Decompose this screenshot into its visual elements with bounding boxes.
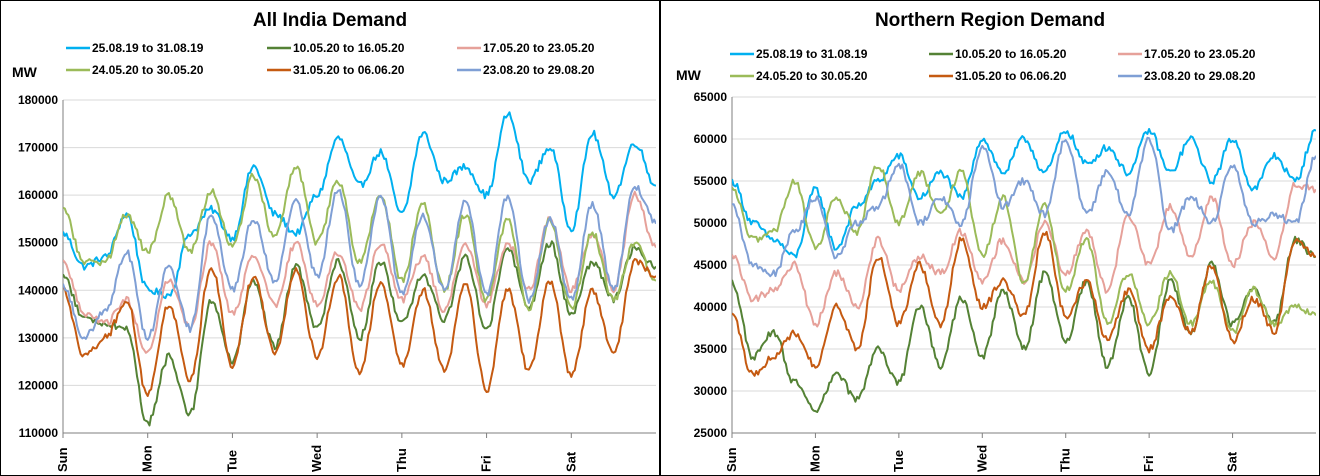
all-india-demand-xtick-label-sat: Sat [563, 451, 578, 472]
northern-region-demand-legend-label-17-05-20-to-23-05-20: 17.05.20 to 23.05.20 [1144, 47, 1256, 61]
all-india-demand-xtick-label-tue: Tue [224, 450, 239, 472]
northern-region-demand-ytick-label-35000: 35000 [694, 342, 728, 356]
northern-region-demand-xtick-label-tue: Tue [891, 450, 906, 472]
all-india-demand-legend-label-25-08-19-to-31-08-19: 25.08.19 to 31.08.19 [92, 41, 204, 55]
northern-region-demand-series-line-17-05-20-to-23-05-20 [732, 181, 1316, 328]
chart-panel-all-india: All India Demand MW 110000 120000 130000 1400… [0, 0, 660, 476]
all-india-demand-legend-label-24-05-20-to-30-05-20: 24.05.20 to 30.05.20 [92, 63, 204, 77]
northern-region-demand-xtick-label-wed: Wed [974, 445, 989, 472]
northern-region-demand-ytick-label-25000: 25000 [694, 426, 728, 440]
northern-region-demand-xtick-label-thu: Thu [1058, 448, 1073, 472]
northern-region-demand-xtick-label-sat: Sat [1225, 451, 1240, 472]
northern-region-demand-title: Northern Region Demand [875, 10, 1105, 31]
all-india-demand-series-line-10-05-20-to-16-05-20 [63, 240, 656, 427]
northern-region-demand-ytick-label-65000: 65000 [694, 90, 728, 104]
all-india-demand-ytick-label-160000: 160000 [18, 188, 58, 202]
northern-region-demand-legend-label-25-08-19-to-31-08-19: 25.08.19 to 31.08.19 [756, 47, 868, 61]
all-india-demand-y-unit-label: MW [12, 64, 38, 80]
all-india-demand-xtick-label-thu: Thu [394, 448, 409, 472]
all-india-demand-xtick-label-fri: Fri [479, 455, 494, 472]
all-india-demand-series-line-24-05-20-to-30-05-20 [63, 165, 656, 312]
all-india-demand-ytick-label-180000: 180000 [18, 93, 58, 107]
northern-region-demand-ytick-label-50000: 50000 [694, 216, 728, 230]
all-india-demand-series-line-23-08-20-to-29-08-20 [63, 185, 656, 341]
all-india-demand-legend-label-31-05-20-to-06-06-20: 31.05.20 to 06.06.20 [293, 63, 405, 77]
all-india-demand-legend-label-23-08-20-to-29-08-20: 23.08.20 to 29.08.20 [483, 63, 595, 77]
northern-region-demand-xtick-label-fri: Fri [1141, 455, 1156, 472]
all-india-demand-legend-label-17-05-20-to-23-05-20: 17.05.20 to 23.05.20 [483, 41, 595, 55]
northern-region-demand-legend-label-10-05-20-to-16-05-20: 10.05.20 to 16.05.20 [955, 47, 1067, 61]
all-india-demand-xtick-label-sun: Sun [55, 447, 70, 472]
all-india-demand-ytick-label-110000: 110000 [19, 426, 59, 440]
all-india-demand-ytick-label-140000: 140000 [18, 283, 58, 297]
northern-region-demand-series-line-24-05-20-to-30-05-20 [732, 165, 1316, 334]
northern-region-demand-xtick-label-mon: Mon [807, 445, 822, 472]
chart-all-india-demand: All India Demand MW 110000 120000 130000 1400… [0, 0, 660, 476]
northern-region-demand-ytick-label-45000: 45000 [694, 258, 728, 272]
northern-region-demand-legend-label-31-05-20-to-06-06-20: 31.05.20 to 06.06.20 [955, 69, 1067, 83]
northern-region-demand-ytick-label-60000: 60000 [694, 132, 728, 146]
northern-region-demand-ytick-label-40000: 40000 [694, 300, 728, 314]
northern-region-demand-legend-label-23-08-20-to-29-08-20: 23.08.20 to 29.08.20 [1144, 69, 1256, 83]
all-india-demand-xtick-label-wed: Wed [309, 445, 324, 472]
all-india-demand-legend-label-10-05-20-to-16-05-20: 10.05.20 to 16.05.20 [293, 41, 405, 55]
northern-region-demand-series-line-31-05-20-to-06-06-20 [732, 230, 1316, 377]
all-india-demand-xtick-label-mon: Mon [140, 445, 155, 472]
all-india-demand-ytick-label-130000: 130000 [18, 331, 58, 345]
all-india-demand-series-line-31-05-20-to-06-06-20 [63, 258, 656, 397]
northern-region-demand-series-line-23-08-20-to-29-08-20 [732, 136, 1316, 278]
all-india-demand-ytick-label-150000: 150000 [18, 236, 58, 250]
all-india-demand-frame [0, 0, 660, 476]
northern-region-demand-ytick-label-30000: 30000 [694, 384, 728, 398]
all-india-demand-ytick-label-170000: 170000 [18, 141, 58, 155]
chart-panel-northern-region: Northern Region Demand MW 25000 30000 35000 4… [660, 0, 1320, 476]
northern-region-demand-y-unit-label: MW [676, 67, 702, 83]
northern-region-demand-ytick-label-55000: 55000 [694, 174, 728, 188]
chart-northern-region-demand: Northern Region Demand MW 25000 30000 35000 4… [660, 0, 1320, 476]
all-india-demand-title: All India Demand [253, 10, 407, 31]
all-india-demand-ytick-label-120000: 120000 [18, 378, 58, 392]
northern-region-demand-legend-label-24-05-20-to-30-05-20: 24.05.20 to 30.05.20 [756, 69, 868, 83]
northern-region-demand-xtick-label-sun: Sun [724, 447, 739, 472]
